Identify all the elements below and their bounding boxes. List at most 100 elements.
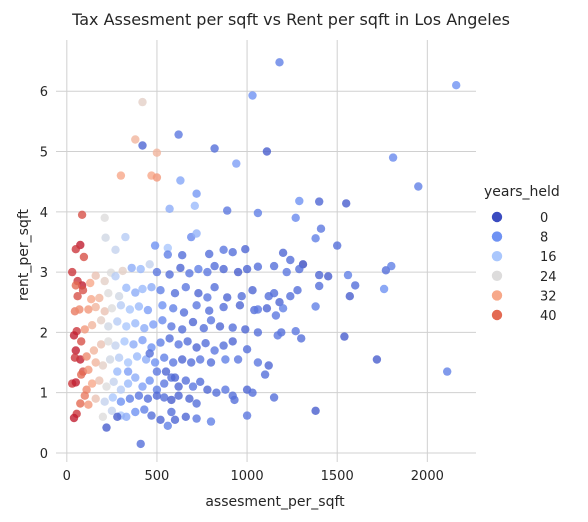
data-point [203, 385, 212, 394]
data-point [161, 367, 171, 376]
data-point [388, 153, 398, 162]
data-point [131, 407, 140, 417]
data-point [152, 173, 162, 182]
data-point [205, 249, 214, 259]
data-point [140, 324, 149, 333]
data-point [122, 283, 131, 292]
grid [56, 40, 476, 462]
data-point [194, 289, 203, 298]
data-point [201, 339, 210, 348]
data-point [206, 316, 216, 325]
data-point [192, 189, 201, 198]
y-tick-label: 0 [40, 447, 48, 462]
data-point [165, 204, 174, 213]
data-point [123, 358, 133, 367]
data-point [237, 292, 246, 301]
data-point [210, 144, 219, 153]
data-point [174, 340, 183, 349]
data-point [101, 233, 110, 242]
data-point [228, 248, 237, 257]
data-point [84, 305, 93, 314]
data-point [295, 264, 304, 274]
y-axis-label: rent_per_sqft [16, 208, 32, 301]
data-point [165, 270, 174, 279]
data-point [343, 270, 353, 280]
data-point [107, 406, 117, 415]
data-point [221, 355, 230, 364]
data-point [152, 367, 162, 376]
data-point [160, 353, 169, 362]
data-point [215, 322, 225, 331]
data-point [95, 293, 104, 303]
data-point [192, 414, 201, 423]
data-point [82, 352, 91, 361]
data-point [163, 421, 172, 430]
data-point [291, 213, 300, 222]
data-point [100, 307, 109, 316]
data-point [131, 135, 140, 144]
data-point [89, 346, 99, 355]
data-point [111, 245, 120, 254]
data-point [167, 407, 176, 417]
data-point [253, 262, 263, 271]
data-point [100, 276, 109, 286]
data-point [174, 391, 183, 400]
data-point [253, 358, 263, 367]
data-point [205, 306, 214, 315]
data-point [345, 292, 354, 301]
data-point [152, 385, 162, 394]
data-point [206, 358, 216, 367]
data-point [158, 316, 167, 325]
data-point [111, 341, 120, 350]
data-point [122, 412, 131, 421]
legend-label: 16 [540, 250, 557, 265]
x-axis-label: assesment_per_sqft [205, 494, 345, 510]
data-point [206, 417, 216, 426]
data-point [181, 283, 190, 292]
data-point [123, 367, 133, 376]
data-point [181, 412, 190, 421]
data-point [84, 365, 93, 374]
data-point [87, 321, 97, 330]
data-point [121, 232, 130, 242]
data-point [351, 281, 360, 290]
legend-marker [491, 211, 503, 223]
data-point [158, 301, 167, 310]
data-point [333, 241, 342, 250]
data-point [170, 373, 180, 382]
data-point [262, 304, 272, 313]
data-point [169, 304, 178, 313]
data-point [123, 379, 133, 388]
data-point [79, 252, 89, 262]
data-point [278, 248, 288, 257]
data-point [228, 323, 237, 332]
x-tick-label: 1000 [231, 469, 264, 484]
data-point [414, 182, 423, 191]
data-point [132, 352, 142, 361]
data-point [170, 415, 180, 424]
data-point [293, 286, 302, 295]
data-point [228, 337, 237, 346]
data-points [68, 58, 461, 449]
data-point [248, 91, 257, 100]
data-point [113, 317, 122, 326]
data-point [372, 355, 382, 364]
data-point [210, 283, 219, 292]
data-point [223, 206, 232, 215]
data-point [297, 334, 306, 343]
data-point [387, 261, 396, 271]
data-point [185, 269, 194, 278]
data-point [150, 358, 160, 367]
data-point [271, 311, 281, 320]
data-point [242, 345, 252, 354]
data-point [116, 385, 126, 394]
data-point [145, 260, 154, 269]
data-point [143, 305, 153, 315]
data-point [187, 358, 196, 367]
y-tick-label: 5 [40, 146, 48, 161]
legend-label: 0 [540, 211, 548, 226]
data-point [138, 141, 147, 150]
data-point [163, 250, 172, 259]
data-point [176, 263, 185, 273]
data-point [147, 283, 156, 292]
